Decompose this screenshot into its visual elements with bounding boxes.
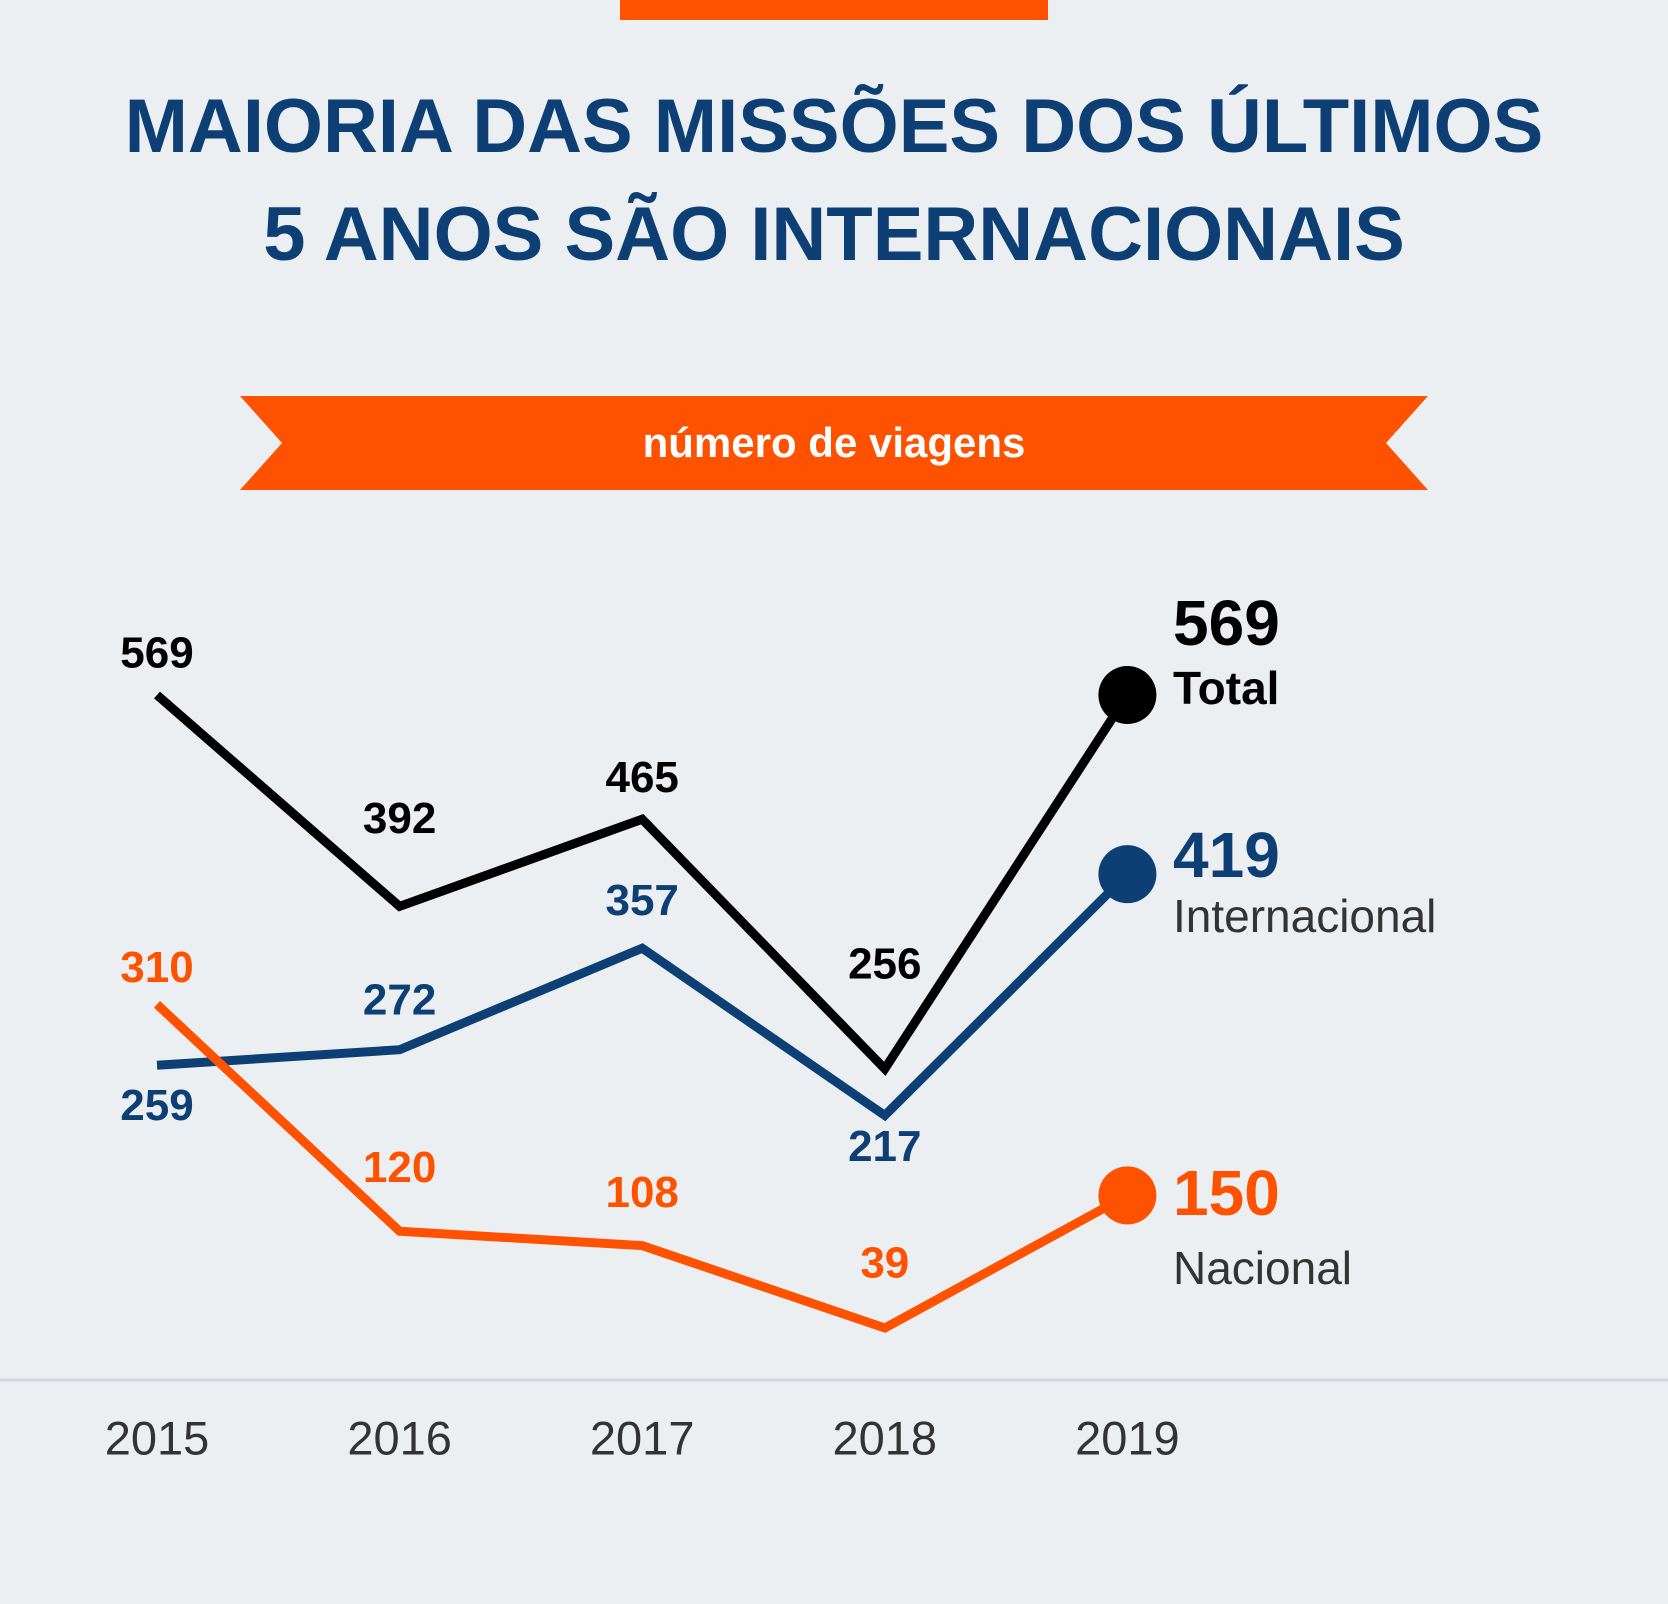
end-marker xyxy=(1098,1166,1157,1225)
end-value-label: 419 xyxy=(1173,819,1280,891)
data-label: 39 xyxy=(860,1239,909,1288)
data-label: 310 xyxy=(120,943,193,992)
subtitle: número de viagens xyxy=(643,419,1026,466)
x-tick-label: 2015 xyxy=(105,1411,210,1464)
data-label: 120 xyxy=(363,1143,436,1192)
chart-title: 5 ANOS SÃO INTERNACIONAIS xyxy=(263,192,1405,277)
series-line xyxy=(154,691,1132,1077)
data-label: 465 xyxy=(605,753,678,802)
top-accent xyxy=(620,0,1048,20)
x-tick-label: 2017 xyxy=(590,1411,695,1464)
end-marker xyxy=(1098,666,1157,724)
x-tick-label: 2019 xyxy=(1075,1411,1180,1464)
x-tick-label: 2018 xyxy=(833,1411,938,1464)
data-label: 357 xyxy=(605,876,678,925)
data-label: 272 xyxy=(363,975,436,1024)
series-line xyxy=(153,1001,1130,1333)
series-line xyxy=(156,870,1131,1122)
data-label: 392 xyxy=(363,794,436,843)
legend-label: Total xyxy=(1173,662,1279,714)
data-label: 569 xyxy=(120,629,193,678)
data-label: 108 xyxy=(605,1168,678,1217)
x-tick-label: 2016 xyxy=(347,1411,452,1464)
chart-title: MAIORIA DAS MISSÕES DOS ÚLTIMOS xyxy=(125,84,1544,169)
end-value-label: 569 xyxy=(1173,587,1280,659)
end-marker xyxy=(1098,845,1157,904)
subtitle-banner xyxy=(240,396,1428,490)
legend-label: Nacional xyxy=(1173,1242,1352,1294)
data-label: 259 xyxy=(120,1081,193,1130)
legend-label: Internacional xyxy=(1173,890,1436,942)
data-label: 217 xyxy=(848,1122,921,1171)
data-label: 256 xyxy=(848,939,921,988)
end-value-label: 150 xyxy=(1173,1157,1280,1229)
